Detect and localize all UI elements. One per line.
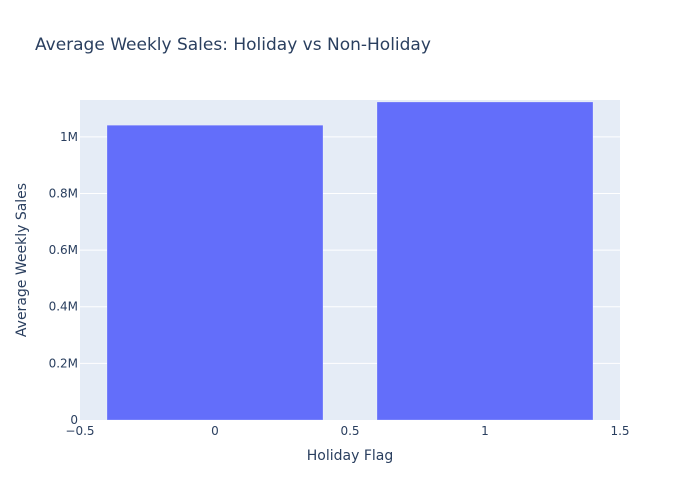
x-tick-label: 1.5 [610,424,629,438]
y-tick-label: 0 [70,413,78,427]
x-tick-label: 0.5 [340,424,359,438]
chart-title: Average Weekly Sales: Holiday vs Non-Hol… [35,35,431,55]
y-axis-title: Average Weekly Sales [14,183,30,337]
x-tick-label: 0 [211,424,219,438]
y-axis-ticks: 0 0.2M 0.4M 0.6M 0.8M 1M [49,130,78,427]
x-axis-title: Holiday Flag [307,448,393,464]
x-tick-label: 1 [481,424,489,438]
x-axis-ticks: −0.5 0 0.5 1 1.5 [65,424,629,438]
y-tick-label: 0.8M [49,186,78,200]
bar-0 [107,125,323,420]
y-tick-label: 0.6M [49,243,78,257]
y-tick-label: 0.4M [49,300,78,314]
bar-1 [377,102,593,420]
y-tick-label: 0.2M [49,356,78,370]
y-tick-label: 1M [60,130,78,144]
